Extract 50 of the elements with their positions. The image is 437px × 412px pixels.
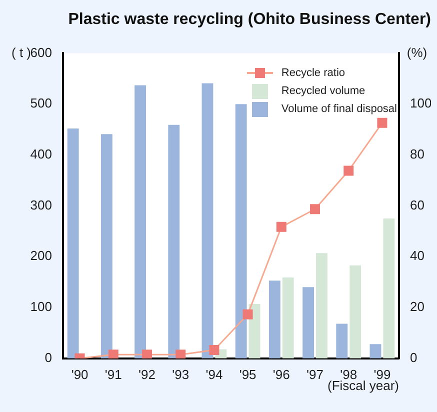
point (310, 204, 320, 214)
y2-tick-label: 80 (410, 146, 424, 162)
y-tick-label: 0 (44, 350, 52, 365)
bar (67, 128, 79, 358)
bar (268, 280, 280, 358)
x-tick-label: '92 (138, 366, 156, 382)
y-axis-title: ( t ) (12, 44, 31, 60)
bar (370, 344, 382, 358)
bar (168, 124, 180, 358)
bar (282, 278, 294, 358)
y-tick-label: 600 (30, 44, 52, 60)
bar (350, 265, 362, 358)
y2-tick-label: 20 (410, 299, 424, 314)
x-tick-label: '95 (239, 366, 256, 382)
point (377, 118, 388, 128)
x-tick-label: '93 (172, 366, 190, 382)
y2-tick-label: 60 (410, 197, 424, 212)
x-tick-label: '91 (104, 366, 122, 382)
legend-label: Volume of final disposal (281, 103, 397, 115)
y-tick-label: 200 (30, 248, 52, 264)
y2-tick-label: 40 (410, 248, 424, 264)
bar (302, 287, 314, 358)
bar (383, 218, 395, 358)
legend-label: Recycled volume (281, 85, 366, 97)
y-tick-label: 300 (30, 197, 52, 212)
point (142, 350, 152, 358)
y2-tick-label: 100 (410, 96, 432, 111)
point (209, 345, 220, 355)
y-tick-label: 500 (30, 96, 52, 111)
x-tick-label: '96 (272, 366, 290, 382)
x-tick-label: '97 (306, 366, 324, 382)
chart-title: Plastic waste recycling (Ohito Business Center) (68, 11, 431, 28)
y-tick-label: 100 (30, 299, 52, 314)
point (108, 350, 118, 358)
bar (100, 134, 112, 358)
x-tick-label: '94 (206, 366, 223, 382)
y-tick-label: 400 (30, 146, 52, 162)
point (242, 309, 253, 320)
bar (336, 324, 348, 358)
bar (235, 104, 247, 358)
x-tick-label: '90 (71, 366, 88, 382)
y2-tick-label: 0 (410, 350, 418, 365)
bar (134, 85, 146, 358)
bar (316, 253, 328, 358)
y2-axis-title: (%) (406, 44, 428, 60)
point (276, 222, 286, 232)
point (176, 350, 186, 358)
legend-label: Recycle ratio (281, 67, 345, 79)
bar (202, 83, 214, 358)
point (344, 166, 354, 176)
